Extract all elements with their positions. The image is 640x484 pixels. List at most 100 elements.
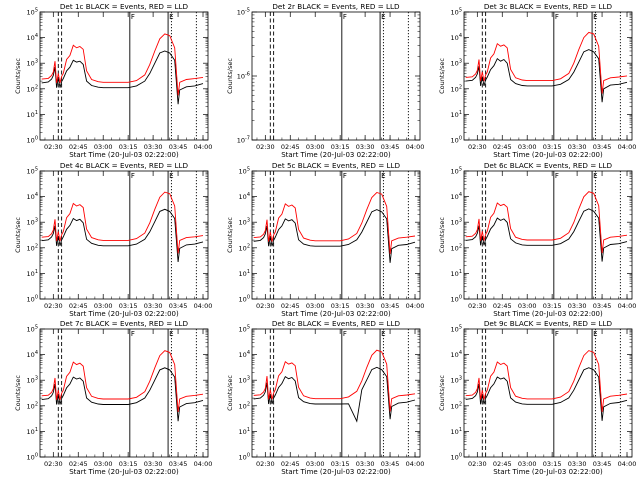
x-axis-label: Start Time (20-Jul-03 02:22:00): [69, 151, 179, 159]
y-tick-label: 104: [451, 350, 462, 359]
panel-title: Det 4c BLACK = Events, RED = LLD: [60, 161, 189, 170]
y-tick-label: 103: [239, 376, 250, 385]
y-axis-label: Counts/sec: [438, 375, 446, 411]
x-tick-label: 02:45: [281, 460, 300, 468]
plot-frame: [463, 11, 633, 141]
y-tick-label: 104: [27, 192, 38, 201]
x-tick-label: 04:00: [406, 302, 425, 310]
y-tick-label: 100: [27, 136, 38, 145]
y-tick-label: 105: [451, 325, 462, 334]
x-tick-label: 03:15: [119, 460, 138, 468]
x-tick-label: 04:00: [406, 460, 425, 468]
y-tick-label: 10-5: [237, 8, 250, 17]
x-tick-label: 02:45: [69, 143, 88, 151]
plot-frame: [251, 11, 421, 141]
y-tick-label: 10-6: [237, 72, 250, 81]
series-events-line: [41, 367, 204, 422]
x-tick-label: 02:45: [493, 143, 512, 151]
y-tick-label: 101: [451, 427, 462, 436]
series-events-line: [465, 367, 628, 421]
detector-panel-1: Det 1c BLACK = Events, RED = LLD 100 101 10…: [14, 2, 212, 159]
x-tick-label: 03:30: [356, 460, 375, 468]
x-tick-label: 02:30: [468, 143, 487, 151]
x-tick-label: 04:00: [194, 143, 213, 151]
x-tick-label: 02:30: [44, 460, 63, 468]
x-tick-label: 02:45: [493, 302, 512, 310]
x-tick-label: 04:00: [406, 143, 425, 151]
time-marker-label: E: [381, 172, 385, 180]
time-marker-label: F: [131, 330, 135, 338]
y-tick-label: 103: [239, 218, 250, 227]
y-tick-label: 101: [451, 269, 462, 278]
x-tick-label: 03:45: [169, 460, 188, 468]
detector-panel-6: Det 6c BLACK = Events, RED = LLD 100 101 10…: [438, 161, 636, 318]
y-axis-label: Counts/sec: [438, 217, 446, 253]
y-tick-label: 103: [27, 59, 38, 68]
x-tick-label: 03:30: [144, 460, 163, 468]
y-tick-label: 100: [27, 295, 38, 304]
series-lld-line: [465, 350, 628, 412]
y-tick-label: 100: [27, 453, 38, 462]
detector-panel-2: Det 2r BLACK = Events, RED = LLD 10-7 10-6…: [226, 2, 424, 159]
x-tick-label: 03:45: [381, 460, 400, 468]
time-marker-label: E: [381, 330, 385, 338]
x-axis-label: Start Time (20-Jul-03 02:22:00): [281, 468, 391, 476]
detector-panel-4: Det 4c BLACK = Events, RED = LLD 100 101 10…: [14, 161, 212, 318]
y-tick-label: 102: [451, 84, 462, 93]
detector-panel-9: Det 9c BLACK = Events, RED = LLD 100 101 10…: [438, 319, 636, 476]
x-tick-label: 02:30: [44, 302, 63, 310]
y-tick-label: 101: [239, 427, 250, 436]
panel-title: Det 5c BLACK = Events, RED = LLD: [272, 161, 401, 170]
x-tick-label: 03:15: [543, 460, 562, 468]
y-tick-label: 100: [451, 295, 462, 304]
y-axis-label: Counts/sec: [14, 58, 22, 94]
x-tick-label: 04:00: [618, 302, 637, 310]
x-tick-label: 03:15: [543, 302, 562, 310]
y-tick-label: 104: [239, 350, 250, 359]
series-events-line: [465, 49, 628, 103]
time-marker-label: E: [381, 13, 385, 21]
series-lld-line: [41, 191, 204, 254]
y-tick-label: 103: [451, 218, 462, 227]
series-events-line: [253, 209, 416, 263]
x-axis-label: Start Time (20-Jul-03 02:22:00): [493, 151, 603, 159]
x-tick-label: 04:00: [194, 302, 213, 310]
x-tick-label: 03:00: [94, 460, 113, 468]
x-tick-label: 04:00: [618, 460, 637, 468]
y-tick-label: 10-7: [237, 136, 250, 145]
series-events-line: [465, 208, 628, 262]
detector-panel-3: Det 3c BLACK = Events, RED = LLD 100 101 10…: [438, 2, 636, 159]
x-tick-label: 02:30: [468, 460, 487, 468]
y-tick-label: 103: [27, 376, 38, 385]
x-tick-label: 02:45: [69, 460, 88, 468]
y-axis-label: Counts/sec: [14, 375, 22, 411]
time-marker-label: E: [169, 330, 173, 338]
y-tick-label: 101: [27, 269, 38, 278]
panel-title: Det 1c BLACK = Events, RED = LLD: [60, 2, 189, 11]
x-tick-label: 03:00: [518, 302, 537, 310]
x-tick-label: 03:30: [356, 302, 375, 310]
time-marker-label: E: [593, 330, 597, 338]
plot-frame: [251, 328, 421, 458]
y-tick-label: 105: [451, 167, 462, 176]
x-tick-label: 03:30: [568, 302, 587, 310]
detector-panel-8: Det 8c BLACK = Events, RED = LLD 100 101 10…: [226, 319, 424, 476]
x-tick-label: 03:30: [568, 460, 587, 468]
time-marker-label: E: [169, 172, 173, 180]
x-axis-label: Start Time (20-Jul-03 02:22:00): [69, 310, 179, 318]
time-marker-label: F: [555, 172, 559, 180]
x-axis-label: Start Time (20-Jul-03 02:22:00): [281, 151, 391, 159]
detector-panel-5: Det 5c BLACK = Events, RED = LLD 100 101 10…: [226, 161, 424, 318]
x-tick-label: 03:30: [144, 302, 163, 310]
y-tick-label: 105: [27, 8, 38, 17]
y-tick-label: 102: [451, 401, 462, 410]
x-tick-label: 03:00: [94, 302, 113, 310]
y-tick-label: 102: [27, 84, 38, 93]
x-axis-label: Start Time (20-Jul-03 02:22:00): [493, 468, 603, 476]
y-tick-label: 100: [239, 295, 250, 304]
time-marker-label: F: [343, 13, 347, 21]
y-tick-label: 100: [239, 453, 250, 462]
plot-frame: [39, 328, 209, 458]
